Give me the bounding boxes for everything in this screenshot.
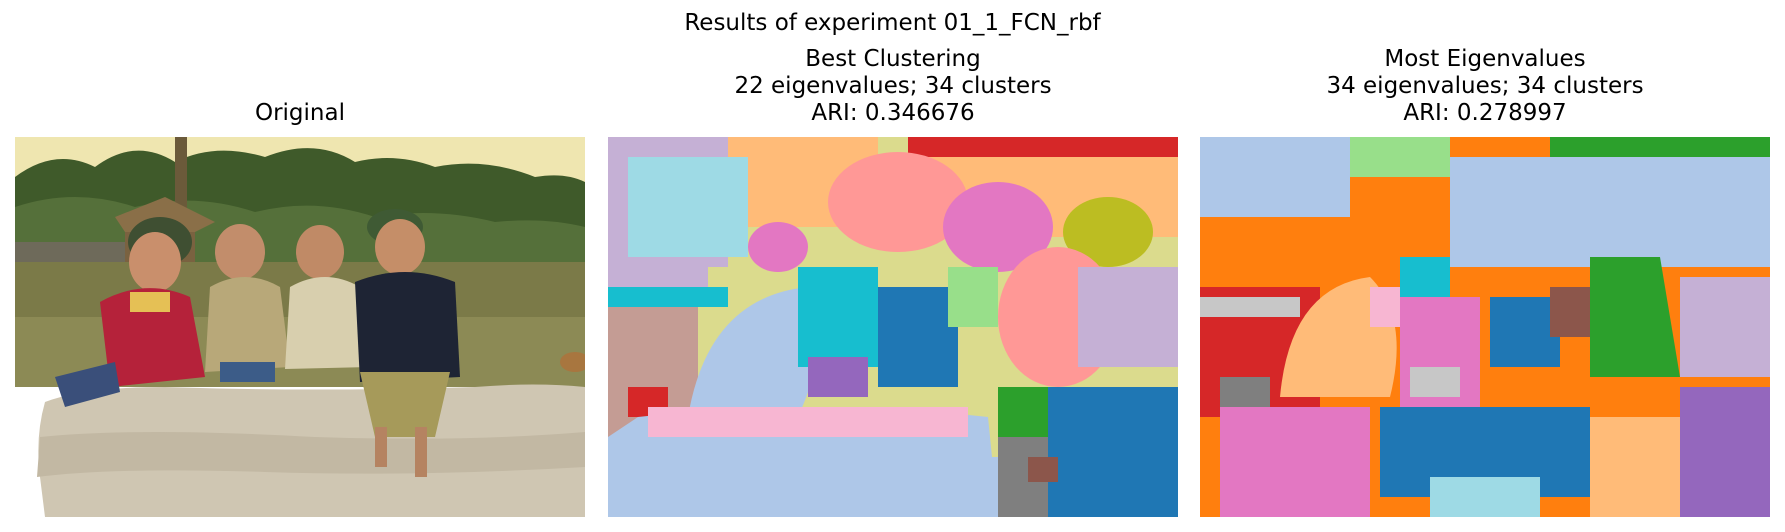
title-line: 34 eigenvalues; 34 clusters <box>1326 73 1644 99</box>
figure-suptitle: Results of experiment 01_1_FCN_rbf <box>684 10 1101 36</box>
most-eigenvalues-map <box>1200 137 1770 517</box>
title-line: 22 eigenvalues; 34 clusters <box>734 73 1052 99</box>
panel-title-original: Original <box>15 100 585 127</box>
title-line: Original <box>254 100 345 126</box>
original-photo <box>15 137 585 517</box>
title-line: ARI: 0.346676 <box>811 100 975 126</box>
panel-most-eigenvalues: Most Eigenvalues 34 eigenvalues; 34 clus… <box>1200 0 1770 532</box>
best-clustering-map <box>608 137 1178 517</box>
panel-original: Original <box>15 0 585 532</box>
panel-title-most-eigenvalues: Most Eigenvalues 34 eigenvalues; 34 clus… <box>1200 46 1770 127</box>
panel-best-clustering: Best Clustering 22 eigenvalues; 34 clust… <box>608 0 1178 532</box>
title-line: ARI: 0.278997 <box>1403 100 1567 126</box>
panel-title-best-clustering: Best Clustering 22 eigenvalues; 34 clust… <box>608 46 1178 127</box>
title-line: Most Eigenvalues <box>1384 46 1586 72</box>
title-line: Best Clustering <box>805 46 981 72</box>
